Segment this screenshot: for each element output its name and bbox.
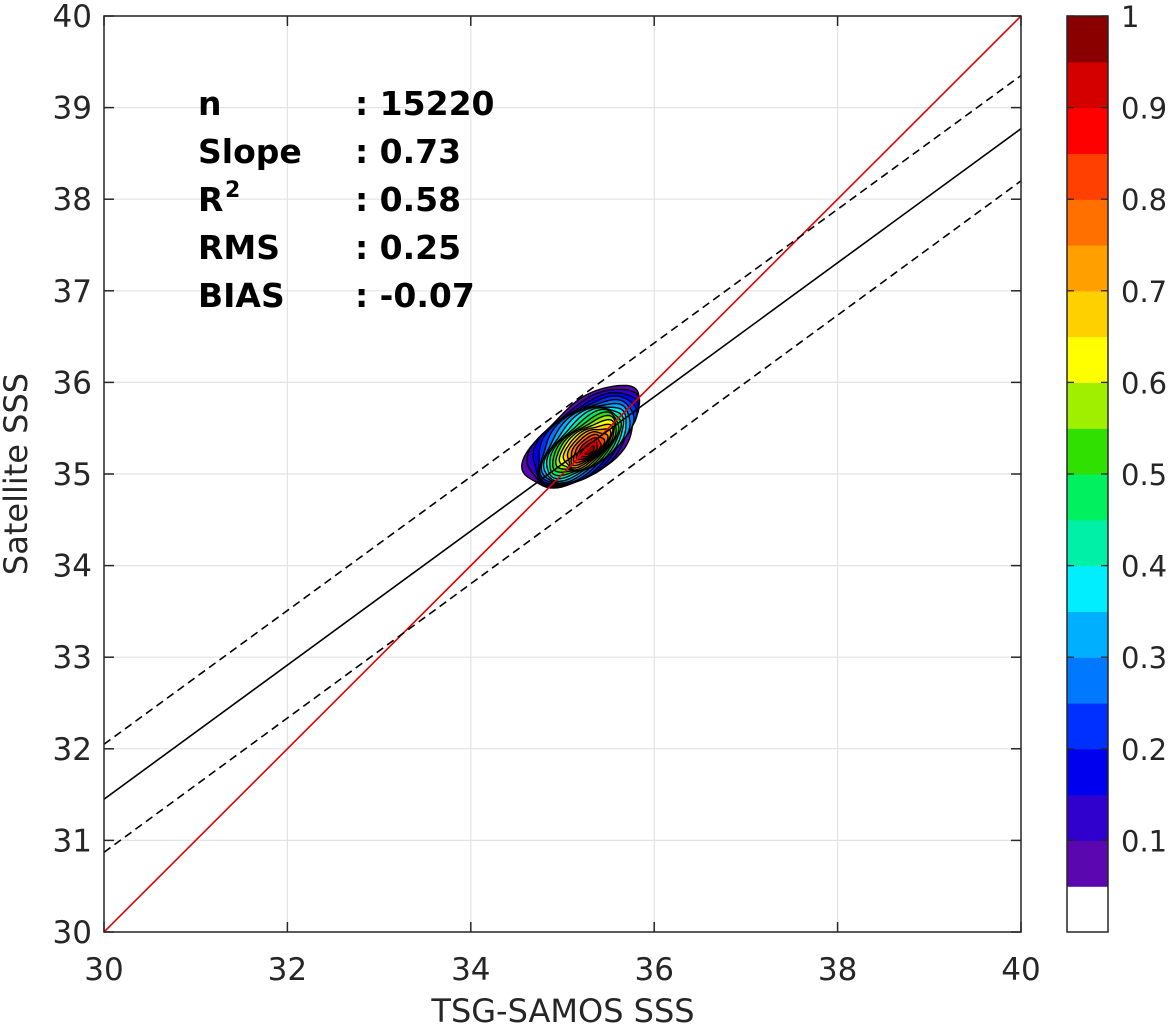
colorbar-segment (1067, 611, 1108, 658)
x-tick-label: 34 (451, 952, 490, 988)
y-tick-label: 34 (53, 549, 92, 585)
colorbar-segment (1067, 16, 1108, 63)
y-tick-label: 36 (53, 365, 92, 401)
stat-label: BIAS (198, 276, 285, 315)
x-tick-label: 36 (634, 952, 673, 988)
grid-lines (103, 15, 1022, 933)
y-tick-label: 31 (53, 823, 92, 859)
y-tick-label: 37 (53, 274, 92, 310)
stat-label: R (198, 180, 223, 219)
y-tick-label: 39 (53, 91, 92, 127)
stat-label: n (198, 84, 222, 123)
y-axis-label: Satellite SSS (0, 373, 35, 575)
stat-superscript: 2 (225, 178, 240, 203)
colorbar-segment (1067, 382, 1108, 429)
colorbar-segment (1067, 336, 1108, 383)
x-axis-label: TSG-SAMOS SSS (430, 992, 694, 1028)
x-tick-label: 40 (1001, 952, 1040, 988)
y-tick-label: 33 (53, 640, 92, 676)
confidence-dashed-line (104, 180, 1021, 853)
colorbar-tick-label: 0.3 (1121, 641, 1167, 675)
confidence-dashed-line (104, 74, 1021, 745)
stat-value: : -0.07 (355, 276, 475, 315)
y-tick-label: 35 (53, 457, 92, 493)
colorbar-tick-label: 0.2 (1121, 733, 1167, 767)
colorbar-segment (1067, 428, 1108, 475)
colorbar-tick-label: 0.4 (1121, 550, 1167, 584)
x-tick-labels: 30 32 34 36 38 40 (84, 952, 1040, 988)
colorbar: 0.1 0.2 0.3 0.4 0.5 0.6 0.7 0.8 0.9 1 (1066, 0, 1167, 933)
stat-label: Slope (198, 132, 302, 171)
colorbar-tick-label: 0.1 (1121, 824, 1167, 858)
colorbar-segment (1067, 794, 1108, 841)
y-tick-label: 30 (53, 915, 92, 951)
statistics-annotation: n : 15220 Slope : 0.73 R 2 : 0.58 RMS : 0.25 BIAS… (198, 84, 495, 315)
y-tick-label: 32 (53, 732, 92, 768)
colorbar-tick-label: 0.5 (1121, 458, 1167, 492)
colorbar-segment (1067, 748, 1108, 796)
stat-value: : 0.25 (355, 228, 461, 267)
x-tick-label: 30 (84, 952, 123, 988)
colorbar-segment (1067, 657, 1108, 704)
colorbar-segment (1067, 703, 1108, 750)
colorbar-segment (1067, 886, 1108, 933)
stat-value: : 15220 (355, 84, 495, 123)
colorbar-tick-label: 0.8 (1121, 183, 1167, 217)
stat-value: : 0.58 (355, 180, 461, 219)
colorbar-tick-label: 0.9 (1121, 92, 1167, 126)
colorbar-segment (1067, 565, 1108, 612)
regression-line (104, 128, 1021, 800)
colorbar-segment (1067, 474, 1108, 521)
colorbar-segment (1067, 107, 1108, 154)
colorbar-segment (1067, 290, 1108, 338)
y-tick-label: 38 (53, 182, 92, 218)
y-tick-label: 40 (53, 0, 92, 35)
colorbar-tick-label: 1 (1121, 0, 1139, 34)
colorbar-segment (1067, 199, 1108, 246)
colorbar-segment (1067, 245, 1108, 292)
colorbar-tick-label: 0.6 (1121, 366, 1167, 400)
stat-label: RMS (198, 228, 280, 267)
colorbar-segment (1067, 519, 1108, 567)
x-tick-label: 32 (268, 952, 307, 988)
stat-value: : 0.73 (355, 132, 461, 171)
colorbar-segment (1067, 840, 1108, 887)
axis-ticks (103, 15, 1022, 933)
regression-lines (104, 16, 1021, 932)
colorbar-segment (1067, 153, 1108, 200)
colorbar-tick-label: 0.7 (1121, 275, 1167, 309)
one-to-one-line (104, 16, 1021, 932)
x-tick-label: 38 (818, 952, 857, 988)
colorbar-segment (1067, 61, 1108, 109)
y-tick-labels: 30 31 32 33 34 35 36 37 38 39 40 (53, 0, 92, 951)
